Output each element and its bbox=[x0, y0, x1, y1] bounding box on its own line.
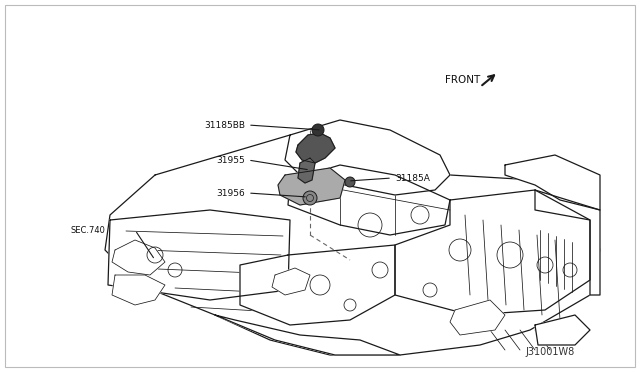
Circle shape bbox=[312, 124, 324, 136]
Text: 31956: 31956 bbox=[216, 189, 245, 198]
Polygon shape bbox=[296, 133, 335, 163]
Circle shape bbox=[303, 191, 317, 205]
Polygon shape bbox=[108, 210, 290, 300]
Text: 31955: 31955 bbox=[216, 155, 245, 164]
Polygon shape bbox=[105, 135, 600, 355]
Polygon shape bbox=[112, 275, 165, 305]
Polygon shape bbox=[298, 158, 315, 183]
Circle shape bbox=[345, 177, 355, 187]
Polygon shape bbox=[278, 168, 345, 205]
Polygon shape bbox=[288, 165, 450, 235]
Text: SEC.740: SEC.740 bbox=[70, 225, 105, 234]
Polygon shape bbox=[535, 190, 600, 295]
Polygon shape bbox=[215, 315, 400, 355]
Text: 31185A: 31185A bbox=[395, 173, 430, 183]
Polygon shape bbox=[112, 240, 165, 275]
Polygon shape bbox=[285, 120, 450, 195]
Polygon shape bbox=[535, 315, 590, 345]
Polygon shape bbox=[272, 268, 310, 295]
Text: FRONT: FRONT bbox=[445, 75, 480, 85]
Polygon shape bbox=[505, 155, 600, 210]
Polygon shape bbox=[450, 300, 505, 335]
Polygon shape bbox=[240, 245, 395, 325]
Polygon shape bbox=[395, 190, 590, 315]
Text: 31185BB: 31185BB bbox=[204, 121, 245, 129]
Text: J31001W8: J31001W8 bbox=[526, 347, 575, 356]
